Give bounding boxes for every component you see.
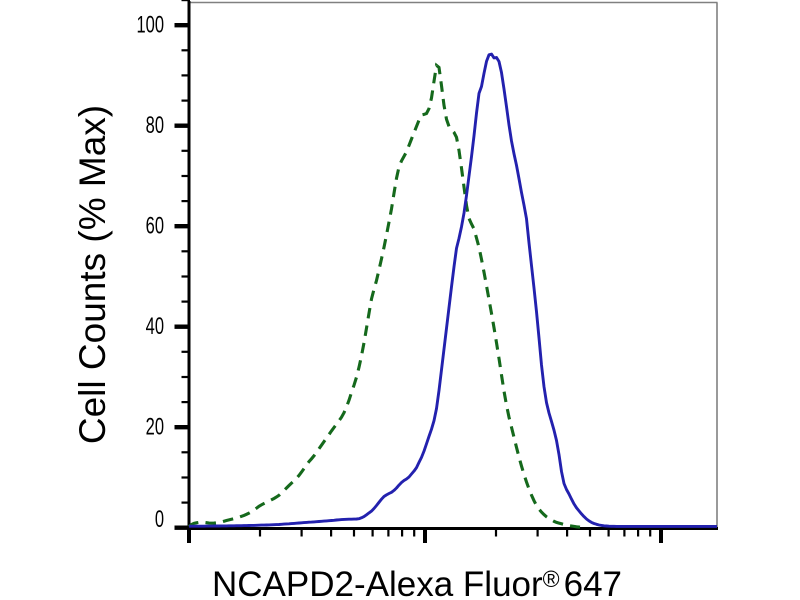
svg-text:Cell Counts (% Max): Cell Counts (% Max) [72, 105, 113, 444]
svg-text:40: 40 [146, 313, 164, 340]
svg-text:20: 20 [146, 413, 164, 440]
svg-text:80: 80 [146, 112, 164, 139]
svg-text:60: 60 [146, 212, 164, 239]
svg-text:0: 0 [155, 506, 164, 533]
svg-text:100: 100 [136, 11, 164, 38]
